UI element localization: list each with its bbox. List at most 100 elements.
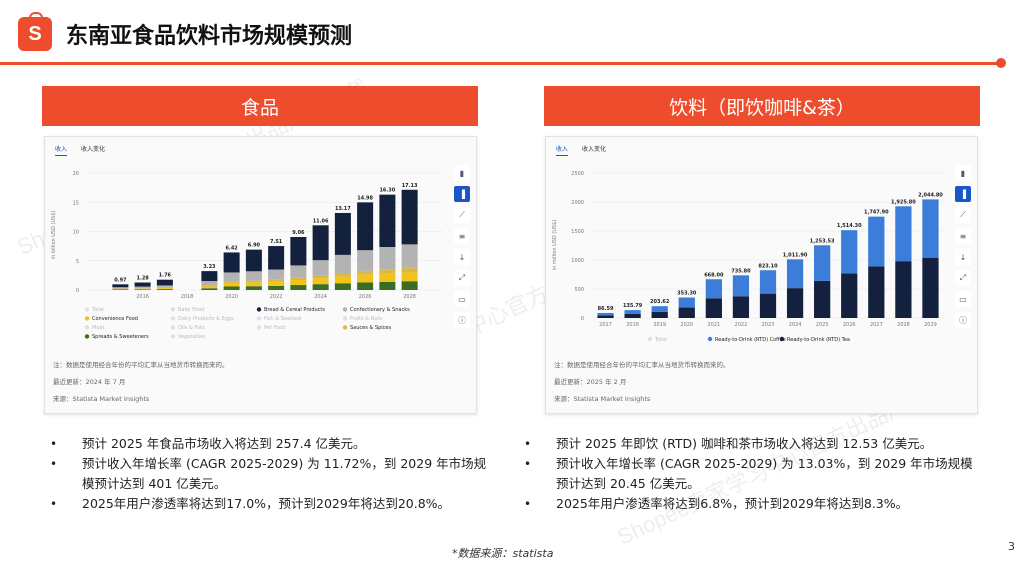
- bar-segment: [401, 244, 418, 268]
- bar-segment: [290, 277, 307, 281]
- bar-segment: [201, 271, 218, 282]
- bar-segment: [156, 279, 173, 286]
- legend-marker: [170, 325, 176, 330]
- x-tick-label: 2023: [762, 322, 775, 328]
- bar-segment: [357, 202, 374, 251]
- header-rule-dot: [996, 58, 1006, 68]
- tab-revenue-change[interactable]: 收入变化: [582, 146, 607, 153]
- legend-marker: [342, 307, 348, 312]
- bar-segment: [245, 271, 262, 281]
- drink-chart: in million USD (US$) 0 500 1000 1500 2000 2500…: [552, 171, 944, 343]
- y-tick-label: 2000: [571, 200, 584, 206]
- drink-bullet: 预计收入年增长率 (CAGR 2025-2029) 为 13.03%，到 202…: [522, 454, 982, 494]
- x-tick-label: 2026: [359, 294, 372, 300]
- bar-segment: [379, 194, 396, 248]
- bar-segment: [705, 298, 722, 318]
- y-axis-label: in billion USD (US$): [51, 211, 57, 260]
- download-icon[interactable]: ↓: [454, 249, 470, 265]
- bar-segment: [334, 273, 351, 277]
- bar-segment: [868, 266, 885, 318]
- bar-segment: [334, 254, 351, 274]
- bar-segment: [268, 285, 285, 290]
- y-tick-label: 1500: [571, 229, 584, 235]
- y-tick-label: 1000: [571, 258, 584, 264]
- line-chart-icon[interactable]: ⟋: [454, 207, 470, 223]
- bar-chart-icon[interactable]: ▮: [454, 165, 470, 181]
- legend-marker: [342, 316, 348, 321]
- column-chart-icon[interactable]: ▐: [955, 186, 971, 202]
- x-tick-label: 2022: [735, 322, 748, 328]
- data-label: 668.00: [704, 272, 724, 278]
- food-section-header: 食品: [42, 86, 478, 126]
- x-tick-label: 2024: [789, 322, 802, 328]
- download-icon[interactable]: ↓: [955, 249, 971, 265]
- x-tick-label: 2025: [816, 322, 829, 328]
- bar-segment: [895, 261, 912, 318]
- x-tick-label: 2018: [181, 294, 194, 300]
- legend-label: Bread & Cereal Products: [264, 307, 325, 313]
- page-number: 3: [1008, 540, 1015, 553]
- bar-segment: [290, 236, 307, 266]
- header: S 东南亚食品饮料市场规模预测: [18, 12, 352, 54]
- x-tick-label: 2028: [897, 322, 910, 328]
- y-tick-label: 0: [76, 288, 79, 294]
- bar-segment: [134, 288, 151, 290]
- legend-marker: [170, 316, 176, 321]
- expand-icon[interactable]: ⤢: [955, 270, 971, 286]
- food-chart-toolbar: ▮ ▐ ⟋ ≡ ↓ ⤢ ▭ ⓘ: [454, 165, 470, 328]
- y-tick-label: 2500: [571, 171, 584, 177]
- legend-label: Total: [654, 337, 667, 343]
- bar-segment: [223, 272, 240, 282]
- bar-segment: [312, 275, 329, 279]
- table-icon[interactable]: ≡: [454, 228, 470, 244]
- data-label: 1.28: [136, 276, 149, 282]
- legend-label: Baby Food: [178, 307, 204, 313]
- food-bullet: 预计收入年增长率 (CAGR 2025-2029) 为 11.72%，到 202…: [48, 454, 488, 494]
- bar-segment: [268, 269, 285, 280]
- bar-segment: [223, 252, 240, 273]
- y-tick-label: 15: [73, 200, 79, 206]
- bar-segment: [112, 288, 129, 290]
- data-label: 203.62: [650, 299, 670, 305]
- tab-revenue[interactable]: 收入: [556, 144, 569, 156]
- tab-revenue-change[interactable]: 收入变化: [81, 146, 106, 153]
- bar-segment: [268, 281, 285, 286]
- data-label: 86.59: [598, 306, 614, 312]
- y-tick-label: 0: [581, 316, 584, 322]
- legend-marker: [256, 307, 262, 312]
- legend-marker: [256, 316, 262, 321]
- bar-segment: [357, 250, 374, 271]
- bar-segment: [678, 307, 695, 318]
- table-icon[interactable]: ≡: [955, 228, 971, 244]
- info-icon[interactable]: ⓘ: [955, 312, 971, 328]
- bar-segment: [290, 285, 307, 290]
- bar-segment: [786, 288, 804, 318]
- comment-icon[interactable]: ▭: [955, 291, 971, 307]
- bar-segment: [134, 289, 151, 290]
- x-tick-label: 2021: [707, 322, 720, 328]
- x-tick-label: 2029: [924, 322, 937, 328]
- bar-segment: [401, 272, 418, 282]
- bar-segment: [379, 281, 396, 290]
- bar-segment: [597, 315, 614, 318]
- column-chart-icon[interactable]: ▐: [454, 186, 470, 202]
- bar-segment: [245, 249, 262, 272]
- info-icon[interactable]: ⓘ: [454, 312, 470, 328]
- bar-segment: [651, 306, 668, 312]
- drink-bullets: 预计 2025 年即饮 (RTD) 咖啡和茶市场收入将达到 12.53 亿美元。…: [522, 434, 982, 514]
- expand-icon[interactable]: ⤢: [454, 270, 470, 286]
- shopee-logo: S: [18, 12, 52, 51]
- bar-segment: [223, 286, 240, 290]
- legend-marker: [256, 325, 262, 330]
- drink-note: 注：数据是使用经合年份的平均汇率从当地货币转换而来的。: [554, 361, 730, 369]
- comment-icon[interactable]: ▭: [454, 291, 470, 307]
- tab-revenue[interactable]: 收入: [55, 144, 68, 156]
- drink-bullet: 2025年用户渗透率将达到6.8%，预计到2029年将达到8.3%。: [522, 494, 982, 514]
- legend-marker: [779, 336, 785, 342]
- food-updated: 最近更新：2024 年 7 月: [53, 378, 126, 386]
- bar-segment: [624, 313, 641, 318]
- bar-segment: [814, 280, 831, 318]
- food-note: 注：数据是使用经合年份的平均汇率从当地货币转换而来的。: [53, 361, 229, 369]
- bar-chart-icon[interactable]: ▮: [955, 165, 971, 181]
- line-chart-icon[interactable]: ⟋: [955, 207, 971, 223]
